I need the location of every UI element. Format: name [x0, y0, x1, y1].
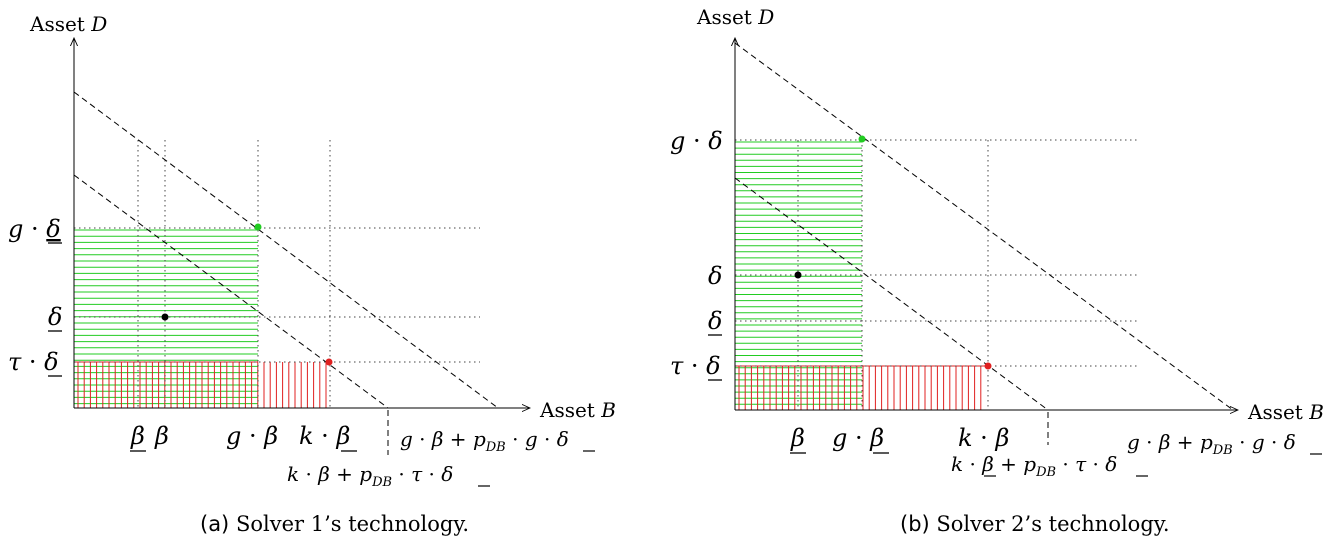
- point-green: [254, 223, 262, 231]
- y-tick-tau-delta-low: τ · δ: [8, 348, 59, 376]
- dashed-line-lower: [73, 174, 389, 409]
- intercept-labels: g · β + pDB · g · δ k · β + pDB · τ · δ: [951, 430, 1322, 480]
- point-red: [325, 358, 333, 366]
- x-tick-labels: β g · β k · β: [790, 424, 1009, 454]
- x-tick-g-beta: g · β: [226, 422, 278, 450]
- x-axis-label: Asset B: [1247, 400, 1324, 424]
- y-tick-delta-low: δ: [48, 303, 62, 331]
- y-tick-labels: g · δ δ δ τ · δ: [670, 127, 723, 381]
- point-green: [858, 135, 866, 143]
- intercept-label-lower: k · β + pDB · τ · δ: [951, 452, 1117, 480]
- intercept-label-lower: k · β + pDB · τ · δ: [287, 462, 453, 490]
- y-axis-label: Asset D: [29, 12, 107, 36]
- x-tick-beta: β: [154, 422, 169, 450]
- panel-a: Asset D Asset B g · δ δ τ · δ β β g · β …: [8, 12, 616, 536]
- dashed-line-upper: [734, 42, 1234, 411]
- red-region: [735, 365, 988, 410]
- x-tick-g-beta-low: g · β: [832, 424, 884, 452]
- x-tick-k-beta: k · β: [958, 424, 1009, 452]
- x-tick-k-beta-low: k · β: [299, 422, 350, 450]
- x-tick-beta-low: β: [790, 424, 805, 452]
- y-tick-delta-low: δ: [708, 307, 722, 335]
- point-red: [984, 362, 992, 370]
- y-tick-g-delta: g · δ: [670, 127, 723, 155]
- y-tick-labels: g · δ δ τ · δ: [8, 215, 62, 377]
- caption-a: (a) Solver 1’s technology.: [200, 512, 469, 536]
- y-tick-delta: δ: [708, 262, 722, 290]
- panel-b: Asset D Asset B g · δ δ δ τ · δ β g · β …: [670, 5, 1324, 536]
- intercept-label-upper: g · β + pDB · g · δ: [1127, 430, 1296, 458]
- y-tick-g-delta-low: g · δ: [8, 215, 61, 243]
- green-region: [74, 229, 258, 405]
- intercept-label-upper: g · β + pDB · g · δ: [400, 427, 569, 455]
- y-axis-label: Asset D: [696, 5, 774, 29]
- intercept-labels: g · β + pDB · g · δ k · β + pDB · τ · δ: [287, 427, 595, 490]
- dashed-line-lower: [734, 177, 1049, 411]
- x-tick-labels: β β g · β k · β: [130, 422, 357, 452]
- dashed-lines: [734, 42, 1234, 445]
- dotted-guides: [74, 140, 480, 408]
- y-tick-tau-delta-low: τ · δ: [670, 352, 721, 380]
- dashed-line-upper: [73, 91, 499, 409]
- caption-b: (b) Solver 2’s technology.: [900, 512, 1170, 536]
- x-tick-beta-low: β: [130, 422, 145, 450]
- point-black: [161, 313, 169, 321]
- point-black: [794, 271, 802, 279]
- dashed-lines: [73, 91, 499, 455]
- x-axis-label: Asset B: [539, 398, 616, 422]
